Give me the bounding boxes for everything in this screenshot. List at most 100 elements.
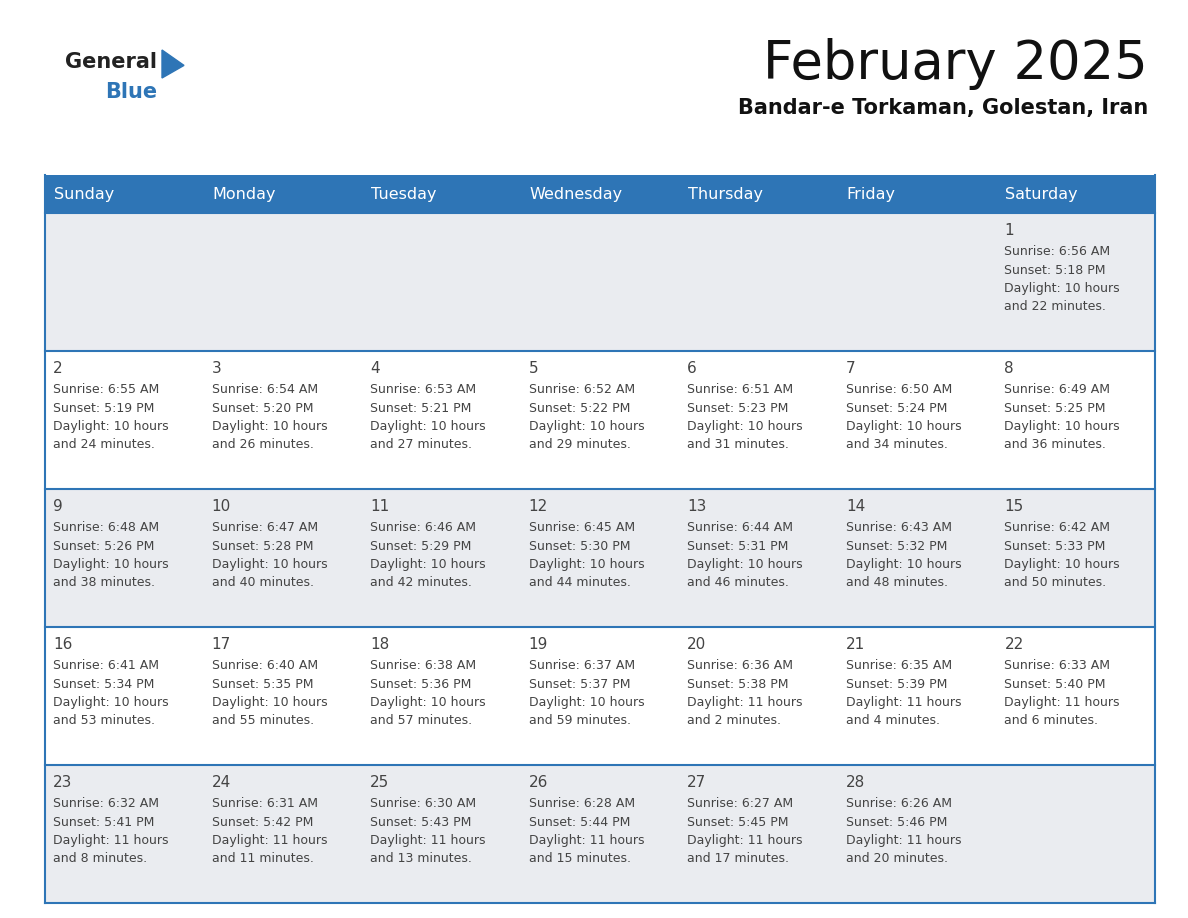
Bar <box>838 175 997 213</box>
Text: Sunset: 5:20 PM: Sunset: 5:20 PM <box>211 401 314 415</box>
Bar <box>838 489 997 627</box>
Bar <box>997 351 1155 489</box>
Bar <box>45 175 203 213</box>
Text: and 24 minutes.: and 24 minutes. <box>53 439 154 452</box>
Text: and 48 minutes.: and 48 minutes. <box>846 577 948 589</box>
Text: 11: 11 <box>371 499 390 514</box>
Text: and 40 minutes.: and 40 minutes. <box>211 577 314 589</box>
Text: February 2025: February 2025 <box>763 38 1148 90</box>
Bar <box>203 627 362 765</box>
Text: Sunset: 5:42 PM: Sunset: 5:42 PM <box>211 815 312 829</box>
Text: Sunset: 5:21 PM: Sunset: 5:21 PM <box>371 401 472 415</box>
Text: and 17 minutes.: and 17 minutes. <box>688 853 789 866</box>
Text: Sunset: 5:40 PM: Sunset: 5:40 PM <box>1004 677 1106 690</box>
Text: Daylight: 10 hours: Daylight: 10 hours <box>846 420 961 433</box>
Bar <box>520 765 680 903</box>
Text: Sunrise: 6:52 AM: Sunrise: 6:52 AM <box>529 383 634 396</box>
Text: Daylight: 10 hours: Daylight: 10 hours <box>529 558 644 571</box>
Text: and 29 minutes.: and 29 minutes. <box>529 439 631 452</box>
Bar <box>838 765 997 903</box>
Bar <box>997 175 1155 213</box>
Text: and 26 minutes.: and 26 minutes. <box>211 439 314 452</box>
Text: Sunrise: 6:40 AM: Sunrise: 6:40 AM <box>211 659 317 672</box>
Bar <box>520 627 680 765</box>
Bar <box>680 489 838 627</box>
Text: Sunset: 5:25 PM: Sunset: 5:25 PM <box>1004 401 1106 415</box>
Bar <box>45 489 203 627</box>
Text: Sunrise: 6:35 AM: Sunrise: 6:35 AM <box>846 659 952 672</box>
Text: Sunrise: 6:38 AM: Sunrise: 6:38 AM <box>371 659 476 672</box>
Text: Sunrise: 6:31 AM: Sunrise: 6:31 AM <box>211 797 317 810</box>
Text: 4: 4 <box>371 361 380 376</box>
Text: Daylight: 10 hours: Daylight: 10 hours <box>211 696 327 709</box>
Text: Wednesday: Wednesday <box>530 186 623 201</box>
Bar <box>997 627 1155 765</box>
Text: Daylight: 10 hours: Daylight: 10 hours <box>688 420 803 433</box>
Text: 28: 28 <box>846 775 865 790</box>
Bar <box>45 351 203 489</box>
Text: Daylight: 11 hours: Daylight: 11 hours <box>688 696 803 709</box>
Text: Sunrise: 6:42 AM: Sunrise: 6:42 AM <box>1004 521 1111 534</box>
Text: Sunday: Sunday <box>53 186 114 201</box>
Text: Sunset: 5:35 PM: Sunset: 5:35 PM <box>211 677 314 690</box>
Text: Sunrise: 6:44 AM: Sunrise: 6:44 AM <box>688 521 794 534</box>
Text: 14: 14 <box>846 499 865 514</box>
Text: Blue: Blue <box>105 82 157 102</box>
Text: Sunrise: 6:55 AM: Sunrise: 6:55 AM <box>53 383 159 396</box>
Text: Sunrise: 6:46 AM: Sunrise: 6:46 AM <box>371 521 476 534</box>
Text: Sunset: 5:30 PM: Sunset: 5:30 PM <box>529 540 630 553</box>
Text: Sunset: 5:19 PM: Sunset: 5:19 PM <box>53 401 154 415</box>
Bar <box>362 489 520 627</box>
Text: Sunrise: 6:47 AM: Sunrise: 6:47 AM <box>211 521 317 534</box>
Text: Daylight: 11 hours: Daylight: 11 hours <box>371 834 486 847</box>
Text: 18: 18 <box>371 637 390 652</box>
Text: Daylight: 10 hours: Daylight: 10 hours <box>529 420 644 433</box>
Text: 13: 13 <box>688 499 707 514</box>
Bar <box>838 627 997 765</box>
Text: Bandar-e Torkaman, Golestan, Iran: Bandar-e Torkaman, Golestan, Iran <box>738 98 1148 118</box>
Text: and 38 minutes.: and 38 minutes. <box>53 577 154 589</box>
Bar <box>520 213 680 351</box>
Bar <box>362 351 520 489</box>
Bar <box>45 213 203 351</box>
Text: Daylight: 11 hours: Daylight: 11 hours <box>846 834 961 847</box>
Bar <box>997 765 1155 903</box>
Text: Sunset: 5:44 PM: Sunset: 5:44 PM <box>529 815 630 829</box>
Bar <box>680 351 838 489</box>
Text: 9: 9 <box>53 499 63 514</box>
Text: Friday: Friday <box>847 186 896 201</box>
Text: Daylight: 11 hours: Daylight: 11 hours <box>53 834 169 847</box>
Text: Daylight: 10 hours: Daylight: 10 hours <box>371 420 486 433</box>
Text: Thursday: Thursday <box>688 186 763 201</box>
Text: and 2 minutes.: and 2 minutes. <box>688 714 782 727</box>
Text: and 55 minutes.: and 55 minutes. <box>211 714 314 727</box>
Text: Sunset: 5:33 PM: Sunset: 5:33 PM <box>1004 540 1106 553</box>
Text: Sunset: 5:31 PM: Sunset: 5:31 PM <box>688 540 789 553</box>
Text: and 11 minutes.: and 11 minutes. <box>211 853 314 866</box>
Text: and 44 minutes.: and 44 minutes. <box>529 577 631 589</box>
Text: Tuesday: Tuesday <box>371 186 437 201</box>
Text: Sunset: 5:32 PM: Sunset: 5:32 PM <box>846 540 947 553</box>
Text: Daylight: 10 hours: Daylight: 10 hours <box>53 420 169 433</box>
Text: Daylight: 10 hours: Daylight: 10 hours <box>53 558 169 571</box>
Text: Sunrise: 6:50 AM: Sunrise: 6:50 AM <box>846 383 952 396</box>
Text: and 46 minutes.: and 46 minutes. <box>688 577 789 589</box>
Bar <box>203 213 362 351</box>
Text: Sunset: 5:34 PM: Sunset: 5:34 PM <box>53 677 154 690</box>
Bar <box>680 175 838 213</box>
Text: Daylight: 10 hours: Daylight: 10 hours <box>53 696 169 709</box>
Text: 24: 24 <box>211 775 230 790</box>
Bar <box>680 627 838 765</box>
Bar <box>203 175 362 213</box>
Text: Daylight: 11 hours: Daylight: 11 hours <box>211 834 327 847</box>
Text: 16: 16 <box>53 637 72 652</box>
Text: Daylight: 10 hours: Daylight: 10 hours <box>211 558 327 571</box>
Text: Sunrise: 6:30 AM: Sunrise: 6:30 AM <box>371 797 476 810</box>
Text: 2: 2 <box>53 361 63 376</box>
Bar <box>362 213 520 351</box>
Text: Daylight: 10 hours: Daylight: 10 hours <box>529 696 644 709</box>
Text: Sunset: 5:46 PM: Sunset: 5:46 PM <box>846 815 947 829</box>
Text: Daylight: 10 hours: Daylight: 10 hours <box>371 696 486 709</box>
Text: Sunrise: 6:53 AM: Sunrise: 6:53 AM <box>371 383 476 396</box>
Text: 12: 12 <box>529 499 548 514</box>
